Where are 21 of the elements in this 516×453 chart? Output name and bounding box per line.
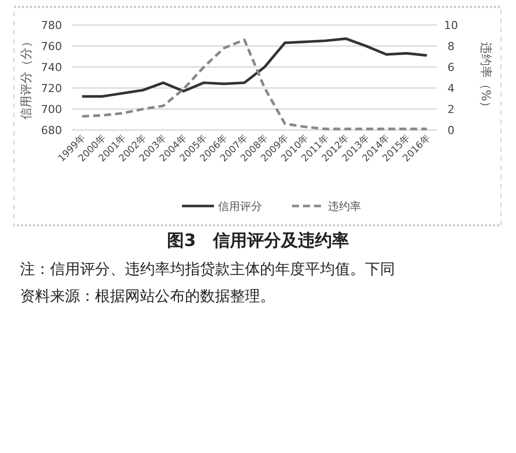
y2-tick-label: 8 — [448, 40, 454, 53]
y-tick-label: 780 — [41, 19, 62, 32]
y2-tick-label: 4 — [448, 82, 454, 95]
y-tick-label: 720 — [41, 82, 62, 95]
text: 资料来源：根据网站公布的数据整理。 — [20, 287, 275, 305]
legend-label: 违约率 — [328, 200, 361, 213]
y2-tick-label: 6 — [448, 61, 454, 74]
y2-tick-label: 2 — [448, 103, 454, 116]
text: 注：信用评分、违约率均指贷款主体的年度平均值。下同 — [20, 260, 395, 278]
y-tick-label: 760 — [41, 40, 62, 53]
line-series — [80, 38, 428, 130]
y-tick-label: 700 — [41, 103, 62, 116]
legend-label: 信用评分 — [218, 200, 262, 213]
line-series — [80, 37, 428, 98]
y2-tick-label: 10 — [444, 19, 458, 32]
y2-tick-label: 0 — [448, 124, 454, 137]
y-tick-label: 740 — [41, 61, 62, 74]
y2-axis-title: 违约率（%） — [479, 42, 493, 114]
text: 图3 信用评分及违约率 — [167, 231, 349, 251]
y-tick-label: 680 — [41, 124, 62, 137]
y-axis-title: 信用评分（分） — [19, 36, 33, 120]
